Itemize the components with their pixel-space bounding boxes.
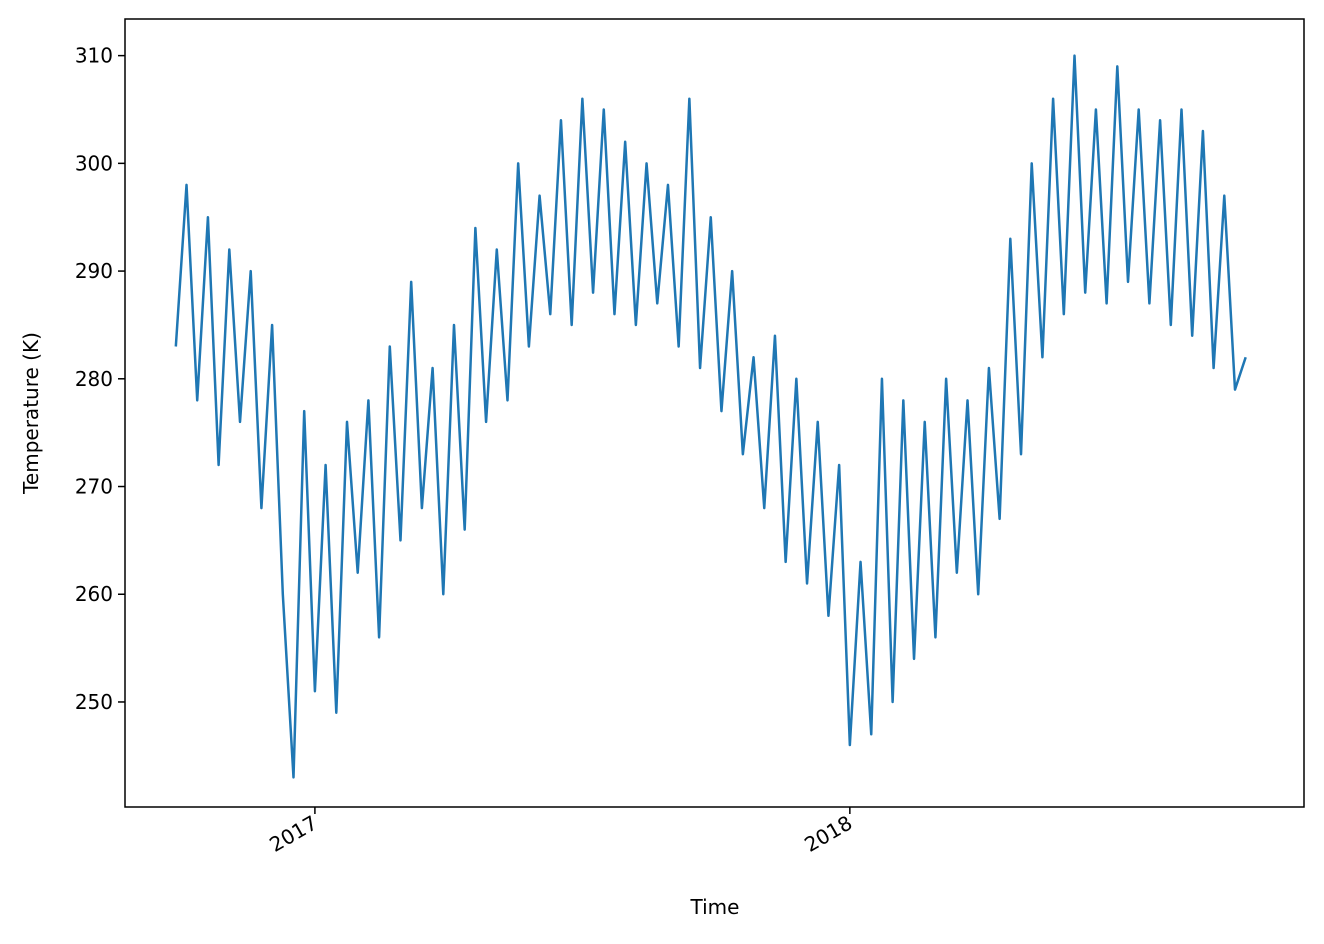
x-tick-label: 2018 [800, 811, 856, 857]
y-tick-label: 250 [75, 690, 113, 714]
y-tick-label: 270 [75, 475, 113, 499]
y-axis-label: Temperature (K) [19, 332, 43, 495]
data-line [174, 54, 1247, 779]
y-tick-label: 300 [75, 151, 113, 175]
y-tick-label: 290 [75, 259, 113, 283]
y-tick-label: 310 [75, 44, 113, 68]
y-tick-label: 260 [75, 582, 113, 606]
x-axis-label: Time [690, 895, 740, 919]
y-tick-label: 280 [75, 367, 113, 391]
plot-frame [124, 18, 1305, 808]
x-tick-label: 2017 [265, 811, 321, 857]
